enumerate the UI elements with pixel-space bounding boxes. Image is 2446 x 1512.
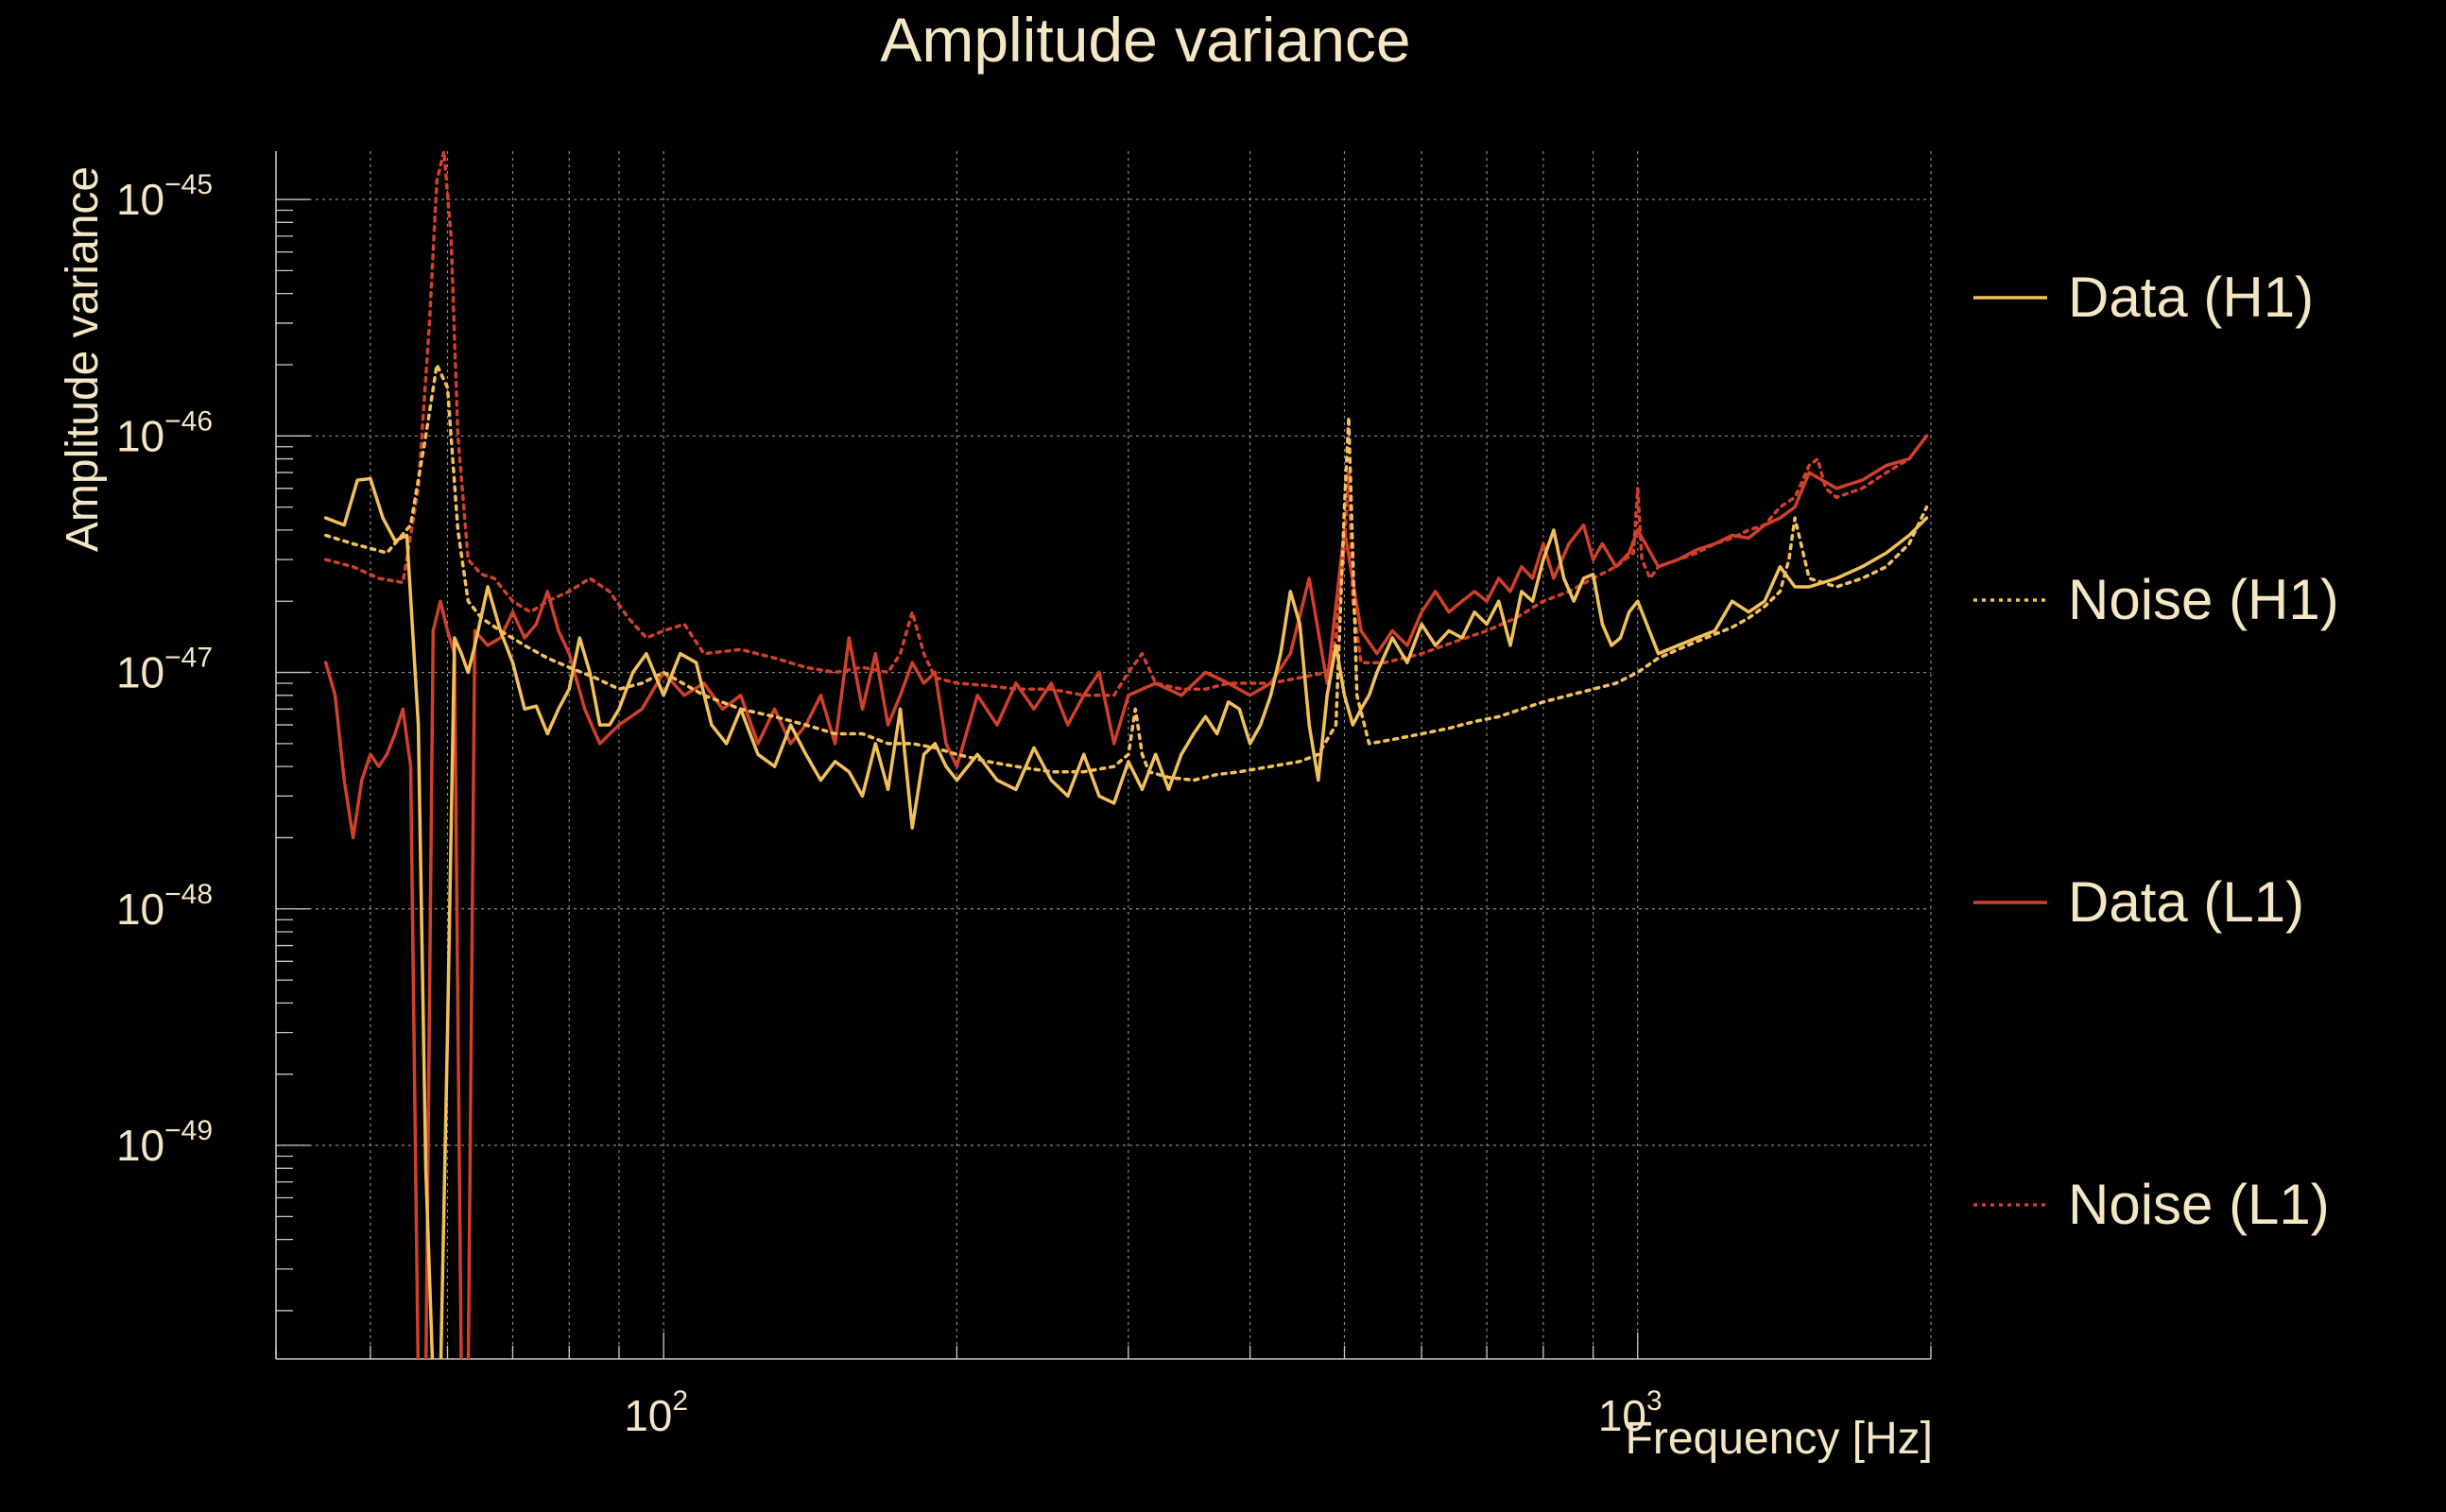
- y-tick-label-base: 10: [116, 885, 164, 934]
- y-tick-label-base: 10: [116, 411, 164, 460]
- x-tick-label-base: 10: [1598, 1391, 1646, 1440]
- series-line-data-l1: [323, 434, 1929, 1359]
- y-tick-label: 10−45: [116, 169, 213, 224]
- x-axis-label: Frequency [Hz]: [1626, 1414, 1933, 1464]
- x-tick-label: 102: [624, 1385, 688, 1440]
- y-tick-label-base: 10: [116, 175, 164, 224]
- x-tick-label-exponent: 2: [672, 1385, 688, 1417]
- series-line-data-h1: [323, 476, 1929, 1359]
- legend-label-noise-h1: Noise (H1): [2068, 568, 2339, 631]
- chart-title: Amplitude variance: [880, 5, 1410, 75]
- y-tick-label-exponent: −48: [164, 879, 213, 910]
- y-tick-label: 10−49: [116, 1115, 213, 1170]
- series-lines: [323, 151, 1929, 1359]
- y-tick-label-exponent: −45: [164, 169, 213, 200]
- x-tick-label-exponent: 3: [1646, 1385, 1662, 1417]
- series-line-noise-l1: [323, 151, 1929, 697]
- grid-lines: [275, 151, 1932, 1359]
- legend-label-data-l1: Data (L1): [2068, 870, 2304, 934]
- y-tick-label: 10−46: [116, 405, 213, 460]
- plot-area: [323, 151, 1929, 1359]
- y-tick-label: 10−48: [116, 879, 213, 934]
- legend: Data (H1) Noise (H1) Data (L1) Noise (L1): [1973, 266, 2339, 1236]
- y-tick-label-base: 10: [116, 1121, 164, 1170]
- axes: [275, 151, 1932, 1360]
- y-tick-label-exponent: −49: [164, 1115, 213, 1146]
- y-tick-label-exponent: −46: [164, 405, 213, 437]
- series-line-noise-h1: [323, 363, 1929, 782]
- x-tick-label-base: 10: [624, 1391, 672, 1440]
- y-tick-label: 10−47: [116, 643, 213, 697]
- y-tick-label-base: 10: [116, 648, 164, 697]
- legend-label-data-h1: Data (H1): [2068, 266, 2314, 329]
- x-tick-label: 103: [1598, 1385, 1662, 1440]
- y-tick-label-exponent: −47: [164, 643, 213, 674]
- y-axis-label: Amplitude variance: [58, 166, 108, 552]
- legend-label-noise-l1: Noise (L1): [2068, 1173, 2330, 1236]
